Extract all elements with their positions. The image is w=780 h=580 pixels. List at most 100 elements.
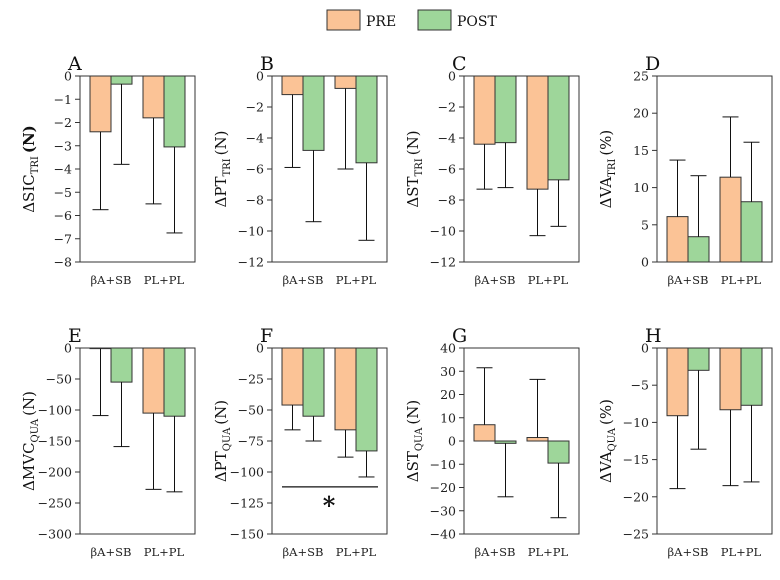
legend-swatch-post	[417, 9, 452, 31]
bar-pre-pl-pl	[719, 176, 742, 263]
y-axis-label: ΔVAQUA (%)	[597, 399, 618, 483]
panel-letter-h: H	[645, 325, 662, 347]
bar-post-pl-pl	[355, 347, 378, 452]
bar-pre-ba-sb	[89, 75, 112, 133]
panel-letter-b: B	[260, 53, 274, 75]
y-axis-label-subscript: QUA	[30, 418, 41, 442]
y-tick-label: −300	[38, 527, 72, 542]
y-tick-label: 25	[633, 69, 649, 84]
y-axis-label-unit: (N)	[20, 391, 38, 416]
category-label: PL+PL	[144, 545, 185, 559]
y-tick-label: −100	[230, 465, 264, 480]
y-tick-label: −200	[38, 465, 72, 480]
y-axis-label-subscript: TRI	[414, 158, 425, 176]
category-label: PL+PL	[528, 273, 569, 287]
legend-label-post: POST	[457, 14, 497, 30]
y-tick-label: −150	[38, 434, 72, 449]
bar-post-pl-pl	[163, 347, 186, 417]
bar-pre-pl-pl	[526, 75, 549, 190]
y-tick-label: 10	[440, 410, 456, 425]
y-tick-label: −15	[623, 452, 649, 467]
category-label: βA+SB	[475, 545, 516, 559]
bar-pre-pl-pl	[719, 347, 742, 411]
y-tick-label: 0	[64, 69, 72, 84]
bar-post-pl-pl	[740, 201, 763, 263]
category-label: PL+PL	[528, 545, 569, 559]
y-tick-label: 10	[633, 180, 649, 195]
panel-a: A ΔSICTRI (N) βA+SB PL+PL 0 −1 −2 −3 −4 −5 −6 −7 −8	[20, 53, 196, 287]
y-axis-label-unit: (N)	[212, 131, 230, 156]
panel-d: D ΔVATRI (%) βA+SB PL+PL 0 5 10 15 20 25	[597, 53, 773, 287]
bar-post-ba-sb	[494, 440, 517, 444]
category-label: PL+PL	[144, 273, 185, 287]
bar-post-ba-sb	[687, 236, 710, 263]
y-axis-label-main: ΔPT	[212, 177, 230, 208]
y-axis-label-unit: (N)	[20, 125, 38, 153]
y-tick-label: −50	[238, 403, 264, 418]
bar-pre-ba-sb	[281, 347, 304, 406]
y-tick-label: −8	[54, 255, 72, 270]
y-tick-label: 0	[256, 341, 264, 356]
bar-post-ba-sb	[302, 75, 325, 151]
bar-post-pl-pl	[547, 75, 570, 181]
bar-post-ba-sb	[687, 347, 710, 371]
y-tick-label: −75	[238, 434, 264, 449]
bar-post-ba-sb	[302, 347, 325, 417]
category-label: βA+SB	[283, 545, 324, 559]
panel-e: E ΔMVCQUA (N) βA+SB PL+PL 0 −50 −100 −150 −200 −25…	[20, 325, 196, 559]
panel-letter-f: F	[260, 325, 273, 347]
y-tick-label: −6	[54, 208, 72, 223]
y-axis-label-subscript: QUA	[414, 427, 425, 451]
category-label: PL+PL	[721, 273, 762, 287]
y-tick-label: 0	[448, 434, 456, 449]
y-axis-label-subscript: TRI	[30, 156, 41, 174]
panel-c: C ΔSTTRI (N) βA+SB PL+PL 0 −2 −4 −6 −8 −10 −12	[404, 53, 580, 287]
bar-pre-pl-pl	[142, 347, 165, 414]
y-axis-label-subscript: QUA	[222, 427, 233, 451]
y-tick-label: −20	[430, 480, 456, 495]
y-axis-label-main: ΔMVC	[20, 442, 38, 491]
y-tick-label: −2	[438, 100, 456, 115]
y-axis-label-main: ΔST	[404, 451, 422, 482]
y-tick-label: 0	[641, 341, 649, 356]
bar-pre-pl-pl	[142, 75, 165, 119]
bar-pre-ba-sb	[281, 75, 304, 96]
y-tick-label: −4	[246, 131, 264, 146]
y-axis-label-unit: (N)	[404, 130, 422, 155]
bar-post-ba-sb	[494, 75, 517, 144]
y-tick-label: −2	[54, 115, 72, 130]
y-tick-label: 0	[64, 341, 72, 356]
panel-f: F ΔPTQUA (N) βA+SB PL+PL 0 −25 −50 −75 −100 −125 −1…	[212, 325, 388, 559]
category-label: βA+SB	[668, 273, 709, 287]
category-label: PL+PL	[721, 545, 762, 559]
y-axis-label-main: ΔSIC	[20, 174, 38, 213]
plot-frame	[656, 347, 773, 535]
bar-post-ba-sb	[110, 347, 133, 383]
y-tick-label: −12	[430, 255, 456, 270]
bar-post-ba-sb	[110, 75, 133, 85]
y-tick-label: −2	[246, 100, 264, 115]
panel-h: H ΔVAQUA (%) βA+SB PL+PL 0 −5 −10 −15 −20 −25	[597, 325, 773, 559]
y-axis-label: ΔSTQUA (N)	[404, 400, 425, 483]
y-tick-label: 15	[633, 143, 649, 158]
y-tick-label: −1	[54, 92, 72, 107]
bar-pre-pl-pl	[334, 75, 357, 89]
bar-pre-ba-sb	[666, 216, 689, 263]
y-axis-label-unit: (%)	[597, 130, 615, 156]
y-tick-label: 0	[641, 255, 649, 270]
y-axis-label: ΔPTQUA (N)	[212, 400, 233, 482]
y-axis-label-main: ΔPT	[212, 451, 230, 482]
bar-pre-ba-sb	[473, 75, 496, 145]
y-tick-label: −10	[430, 224, 456, 239]
y-axis-label-unit: (N)	[212, 400, 230, 425]
plot-frame	[656, 75, 773, 263]
y-axis-label-main: ΔVA	[597, 451, 615, 483]
category-label: PL+PL	[336, 273, 377, 287]
y-tick-label: −4	[54, 162, 72, 177]
y-axis-label-unit: (N)	[404, 400, 422, 425]
y-tick-label: −8	[438, 193, 456, 208]
y-tick-label: −20	[623, 489, 649, 504]
panel-b: B ΔPTTRI (N) βA+SB PL+PL 0 −2 −4 −6 −8 −10 −12	[212, 53, 388, 287]
